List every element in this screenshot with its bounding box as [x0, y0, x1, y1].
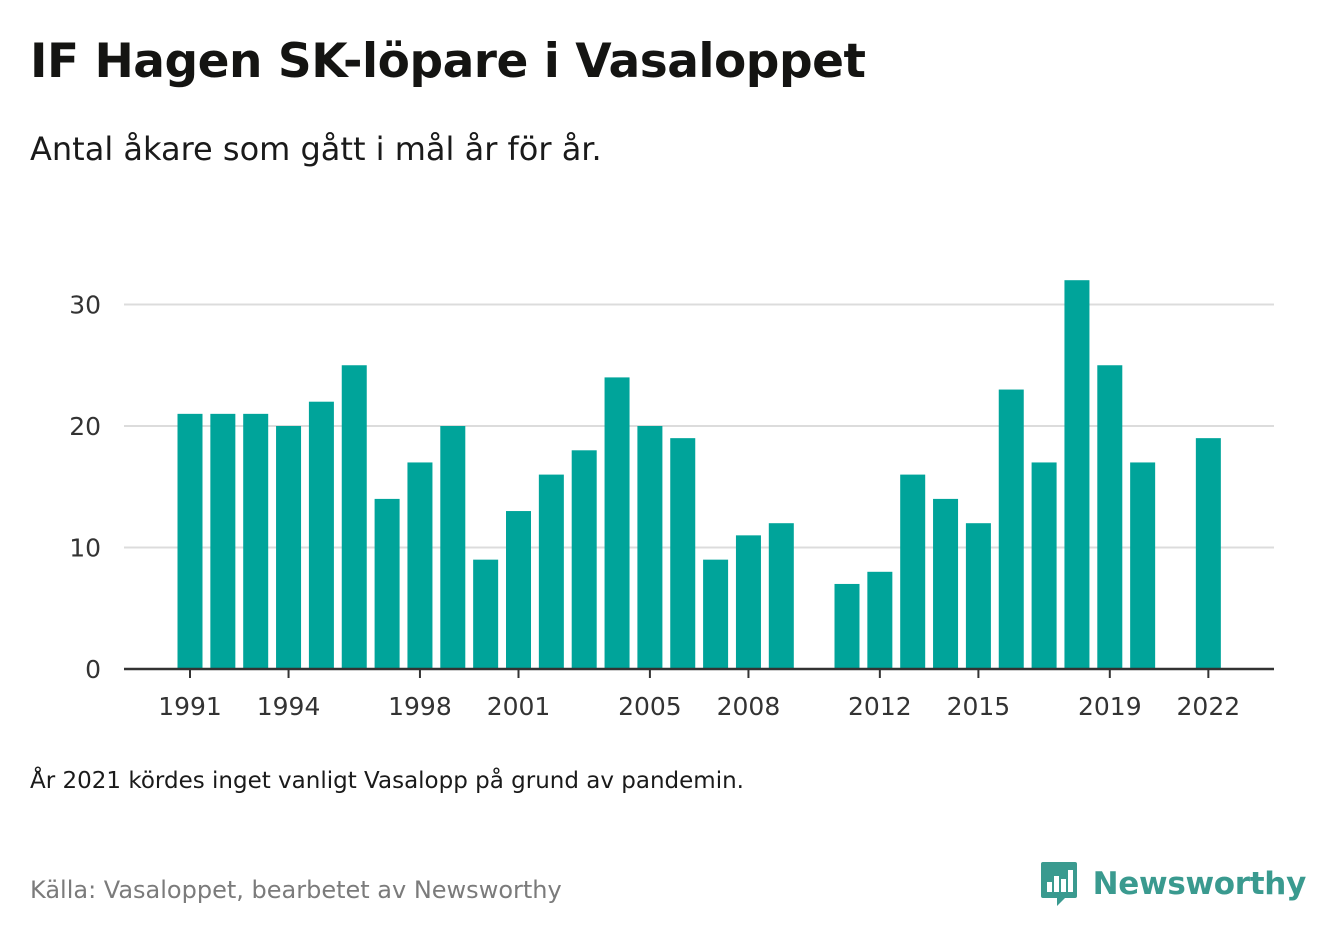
bar-2007: [703, 559, 729, 669]
bar-2001: [506, 511, 531, 669]
x-tick-label: 2005: [618, 692, 682, 721]
bar-1997: [374, 498, 400, 669]
bar-2008: [735, 535, 761, 669]
bars: [177, 280, 1221, 669]
x-tick-label: 1998: [388, 692, 452, 721]
brand-logo[interactable]: Newsworthy: [1039, 860, 1306, 908]
chart-title: IF Hagen SK-löpare i Vasaloppet: [30, 34, 866, 89]
bar-2004: [604, 377, 630, 669]
x-tick-label: 2019: [1078, 692, 1142, 721]
bar-1991: [177, 413, 203, 669]
bar-2002: [538, 474, 564, 669]
bar-2013: [900, 474, 926, 669]
bar-2015: [965, 523, 991, 669]
x-tick-label: 2001: [487, 692, 551, 721]
bar-2012: [867, 571, 893, 669]
axes: 0 10 20 30 1991 1994 1998 2001 2005 2008 2012 2015 2…: [69, 291, 1274, 721]
y-tick-label: 10: [69, 534, 101, 563]
bar-2020: [1130, 462, 1156, 669]
bar-2003: [571, 450, 597, 669]
bar-2009: [768, 523, 794, 669]
source-text: Källa: Vasaloppet, bearbetet av Newswort…: [30, 876, 562, 904]
bar-1999: [440, 426, 466, 669]
brand-name: Newsworthy: [1092, 866, 1307, 902]
x-tick-label: 1991: [158, 692, 222, 721]
bar-chart: 0 10 20 30 1991 1994 1998 2001 2005 2008 2012 2015 2…: [69, 280, 1274, 721]
bar-2017: [1031, 462, 1057, 669]
bar-1996: [341, 365, 367, 669]
x-tick-label: 2008: [717, 692, 781, 721]
bar-2019: [1097, 365, 1123, 669]
x-tick-label: 1994: [257, 692, 321, 721]
y-tick-label: 0: [85, 655, 101, 684]
bar-1994: [276, 426, 302, 669]
x-tick-label: 2012: [848, 692, 912, 721]
bar-2022: [1195, 438, 1221, 669]
y-tick-label: 20: [69, 412, 101, 441]
bar-1998: [407, 462, 433, 669]
x-tick-label: 2022: [1177, 692, 1241, 721]
bar-1995: [308, 401, 334, 669]
bar-2018: [1064, 280, 1090, 669]
newsworthy-logo-icon: [1040, 862, 1077, 906]
chart-subtitle: Antal åkare som gått i mål år för år.: [30, 130, 602, 168]
bar-1992: [210, 413, 236, 669]
bar-2011: [834, 583, 860, 669]
chart-note: År 2021 kördes inget vanligt Vasalopp på…: [30, 768, 744, 794]
bar-2000: [473, 559, 499, 669]
bar-2005: [637, 426, 663, 669]
bar-2016: [998, 389, 1024, 669]
y-tick-label: 30: [69, 291, 101, 320]
bar-1993: [243, 413, 269, 669]
bar-2006: [670, 438, 696, 669]
x-tick-label: 2015: [947, 692, 1011, 721]
bar-2014: [933, 498, 959, 669]
